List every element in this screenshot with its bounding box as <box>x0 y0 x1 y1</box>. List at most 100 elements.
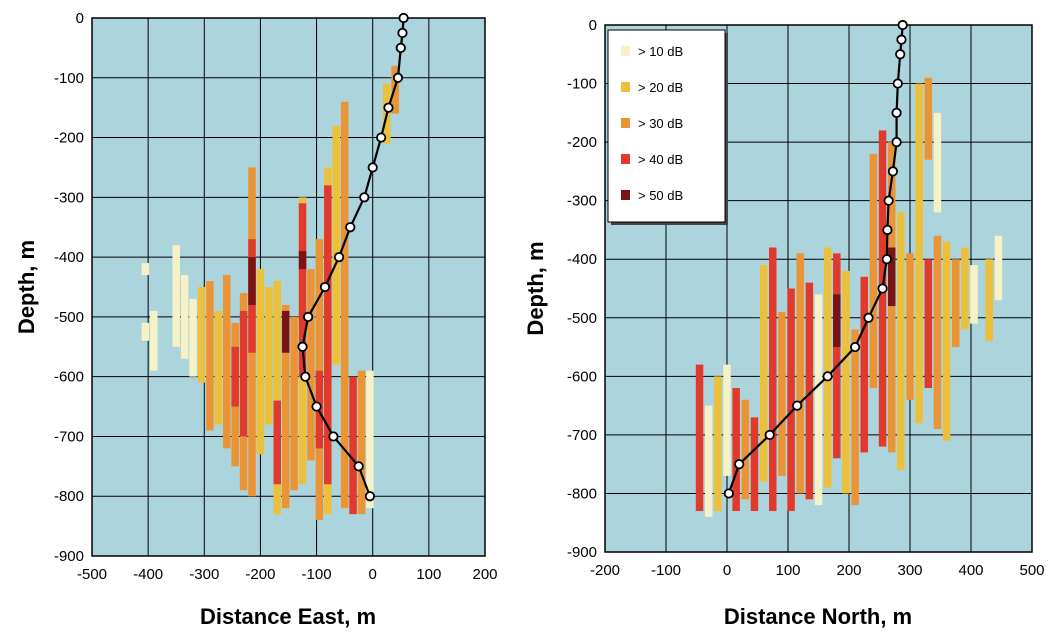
heatmap-cell <box>366 370 374 509</box>
heatmap-cell <box>961 247 969 330</box>
heatmap-cell <box>298 251 307 270</box>
heatmap-cell <box>942 241 951 441</box>
y-tick-label: -400 <box>54 249 84 266</box>
x-tick-label: -300 <box>189 566 219 583</box>
heatmap-cell <box>273 281 282 515</box>
trajectory-point <box>877 283 888 294</box>
x-tick-label: -400 <box>133 566 163 583</box>
heatmap-cell <box>952 259 960 348</box>
trajectory-point <box>863 312 874 323</box>
trajectory-point <box>734 459 745 470</box>
y-tick-label: -700 <box>567 427 597 444</box>
heatmap-cell <box>332 125 340 365</box>
trajectory-point <box>319 281 331 293</box>
trajectory-point <box>792 400 803 411</box>
trajectory-point <box>891 137 902 148</box>
heatmap-cell <box>842 270 850 494</box>
heatmap-cell <box>298 203 307 377</box>
y-tick-label: -600 <box>567 368 597 385</box>
y-axis-title: Depth, m <box>14 240 39 334</box>
trajectory-point <box>345 222 356 233</box>
trajectory-point <box>297 341 308 352</box>
trajectory-point <box>311 401 322 412</box>
heatmap-cell <box>851 329 859 506</box>
trajectory-point <box>398 12 409 24</box>
heatmap-cell <box>796 253 804 494</box>
x-tick-label: 500 <box>1019 562 1044 579</box>
trajectory-point <box>367 162 378 173</box>
heatmap-cell <box>231 346 239 407</box>
heatmap-cell <box>860 276 868 453</box>
trajectory-point <box>333 252 345 263</box>
y-tick-label: -100 <box>54 70 84 87</box>
heatmap-cell <box>970 265 978 324</box>
heatmap-cell <box>340 101 349 509</box>
trajectory-point <box>392 72 404 83</box>
heatmap-cell <box>833 253 841 459</box>
heatmap-cell <box>150 310 158 371</box>
heatmap-cell <box>714 376 722 512</box>
heatmap-cell <box>281 310 290 353</box>
x-tick-label: 400 <box>958 562 983 579</box>
heatmap-cell <box>750 417 759 512</box>
heatmap-cell <box>349 376 357 515</box>
heatmap-cell <box>141 263 150 276</box>
legend-swatch <box>621 118 630 128</box>
heatmap-cell <box>357 370 366 515</box>
heatmap-cell <box>833 294 841 348</box>
trajectory-point <box>849 341 861 353</box>
x-tick-label: -100 <box>651 562 681 579</box>
trajectory-point <box>887 166 899 177</box>
heatmap-cell <box>732 388 740 512</box>
x-tick-label: -200 <box>245 566 275 583</box>
x-tick-label: 0 <box>723 562 731 579</box>
heatmap-cell <box>172 245 180 347</box>
heatmap-cell <box>924 77 933 160</box>
trajectory-point <box>723 488 734 499</box>
y-tick-label: -200 <box>567 134 597 151</box>
trajectory-point <box>328 431 339 442</box>
trajectory-point <box>883 195 894 206</box>
legend-swatch <box>621 82 630 92</box>
y-tick-label: -600 <box>54 369 84 386</box>
heatmap-cell <box>823 247 832 488</box>
x-tick-label: -500 <box>77 566 107 583</box>
legend-label: > 10 dB <box>638 44 683 59</box>
trajectory-point <box>383 102 394 113</box>
y-tick-label: -100 <box>567 76 597 93</box>
heatmap-cell <box>695 364 704 512</box>
heatmap-cell <box>324 185 332 485</box>
x-tick-label: -100 <box>302 566 332 583</box>
heatmap-cell <box>887 247 896 307</box>
plot-frame <box>91 17 486 557</box>
panel-north: -200 -100 0 100 200 300 400 500 0 -100 -200 -300 -40… <box>523 17 1045 629</box>
heatmap-cell <box>933 235 942 430</box>
heatmap-cell <box>906 253 914 400</box>
legend-swatch <box>621 190 630 200</box>
heatmap-cell <box>180 275 189 359</box>
trajectory-point <box>897 19 908 31</box>
trajectory-point <box>882 224 893 236</box>
trajectory-point <box>303 311 314 322</box>
x-tick-label: 100 <box>775 562 800 579</box>
trajectory-point <box>881 254 892 265</box>
heatmap-cell <box>307 269 315 461</box>
heatmap-cell <box>869 153 878 389</box>
legend-swatch <box>621 46 630 56</box>
trajectory-point <box>300 371 311 382</box>
y-tick-label: -500 <box>54 309 84 326</box>
plot-frame <box>604 24 1033 553</box>
x-tick-label: -200 <box>590 562 620 579</box>
x-tick-label: 200 <box>472 566 497 583</box>
heatmap-cell <box>239 310 248 437</box>
y-tick-label: -800 <box>54 488 84 505</box>
y-tick-label: -200 <box>54 130 84 147</box>
heatmap-cell <box>985 259 994 342</box>
trajectory-point <box>891 107 902 118</box>
heatmap-cell <box>915 83 923 424</box>
heatmap-cell <box>787 288 795 512</box>
heatmap-cell <box>206 281 214 431</box>
trajectory-point <box>364 491 376 502</box>
y-tick-label: -700 <box>54 428 84 445</box>
